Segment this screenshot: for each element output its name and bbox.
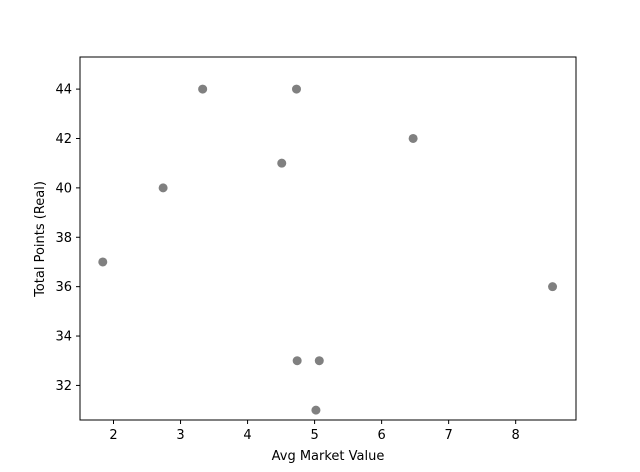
scatter-point [548,282,558,292]
scatter-point [314,356,324,366]
y-tick-label: 44 [55,83,72,98]
x-tick-label: 8 [512,428,520,443]
y-tick-label: 42 [55,132,72,147]
y-tick-label: 34 [55,330,72,345]
scatter-point [291,84,301,94]
x-tick-label: 5 [310,428,318,443]
x-tick-label: 3 [176,428,184,443]
scatter-point [277,158,287,168]
plot-area [79,56,577,421]
scatter-point [158,183,168,193]
y-tick-label: 36 [55,280,72,295]
x-tick-label: 7 [445,428,453,443]
x-tick-label: 2 [109,428,117,443]
y-tick-label: 32 [55,379,72,394]
data-points [98,84,558,415]
y-axis-ticks: 32 34 36 38 40 42 44 [55,83,80,394]
y-axis-label: Total Points (Real) [33,181,48,298]
x-tick-label: 6 [377,428,385,443]
scatter-point [311,405,321,415]
scatter-point [408,133,418,143]
x-axis-ticks: 2 3 4 5 6 7 8 [109,420,520,443]
x-tick-label: 4 [243,428,251,443]
scatter-point [292,356,302,366]
x-axis-label: Avg Market Value [272,449,385,464]
scatter-point [98,257,108,267]
y-tick-label: 38 [55,231,72,246]
scatter-point [198,84,208,94]
y-tick-label: 40 [55,181,72,196]
